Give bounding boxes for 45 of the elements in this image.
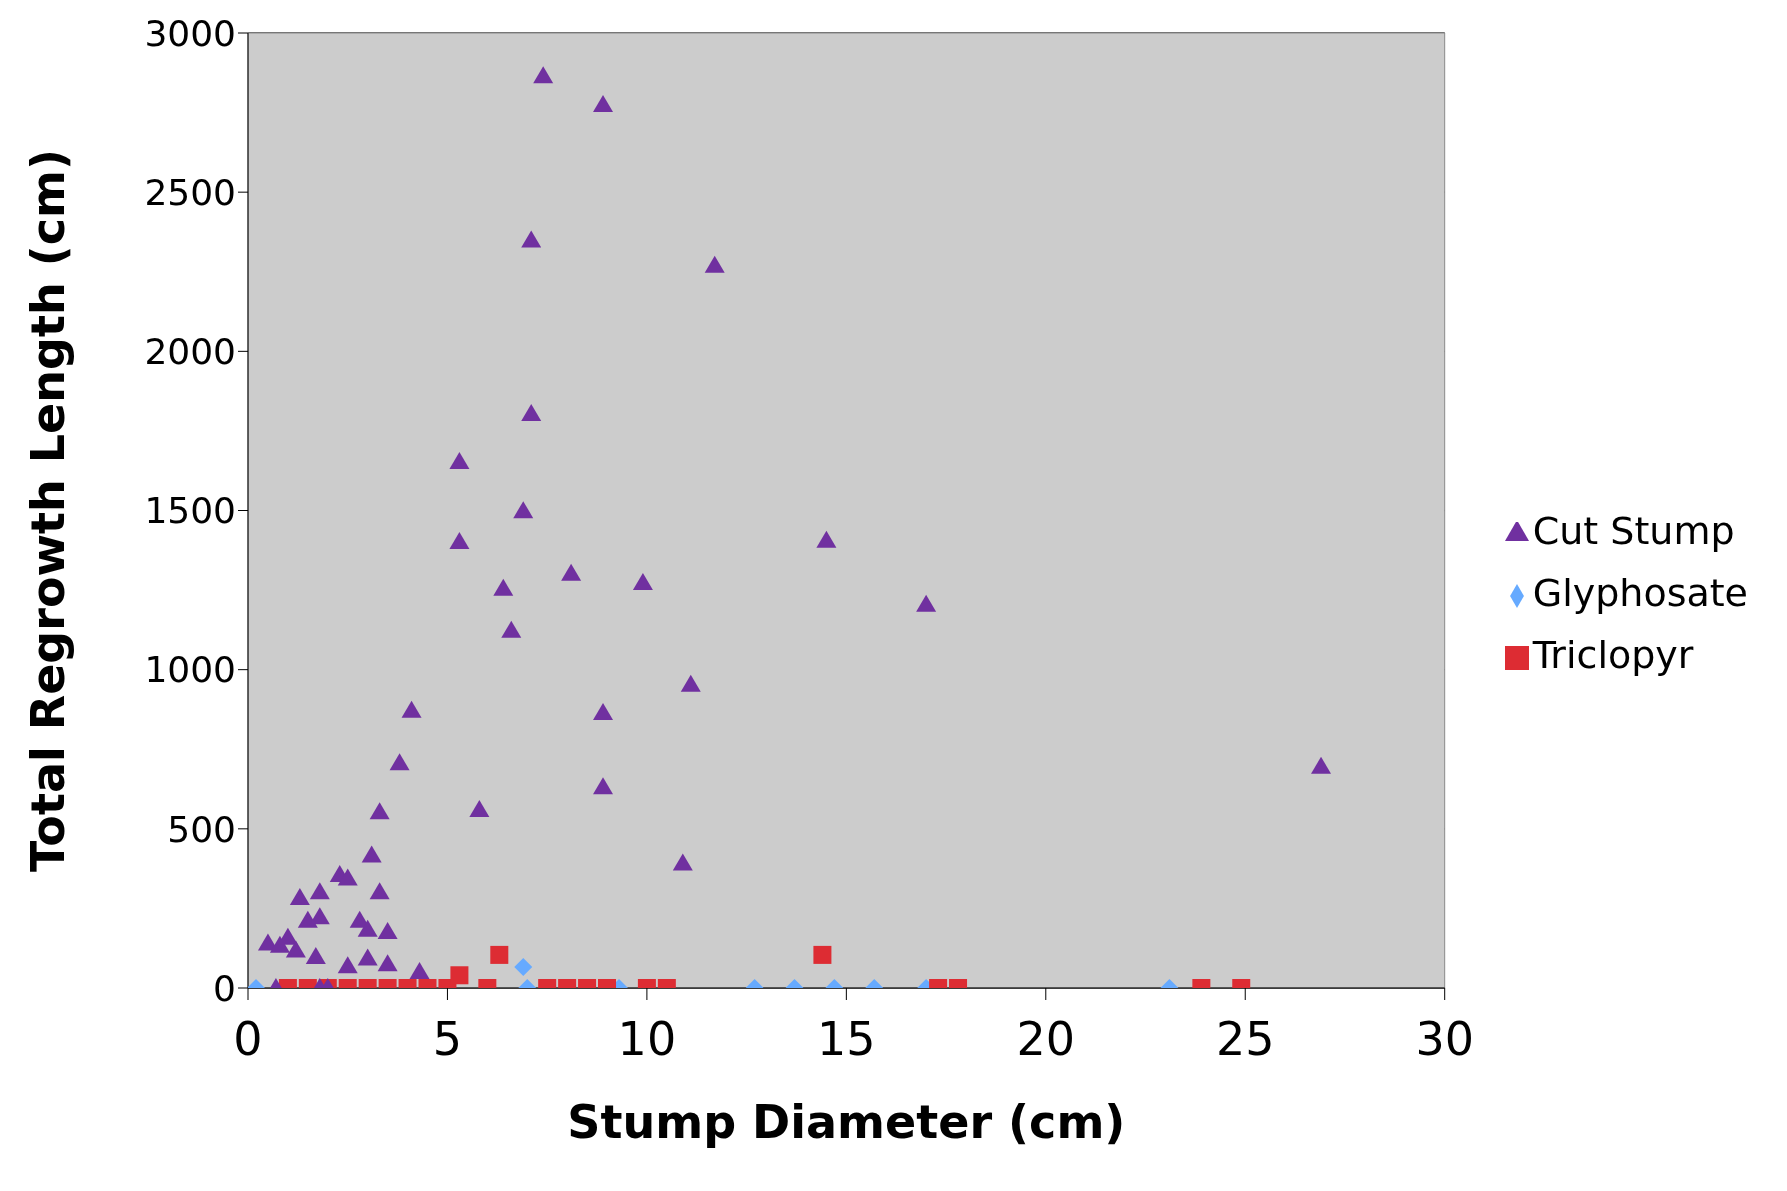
point <box>501 620 522 638</box>
point <box>377 921 398 939</box>
point <box>361 845 382 863</box>
point <box>816 530 837 548</box>
point <box>513 501 534 519</box>
point <box>289 887 310 905</box>
legend-label: Cut Stump <box>1532 509 1735 553</box>
y-tick-label: 2500 <box>144 171 236 213</box>
y-tick-label: 1000 <box>144 649 236 691</box>
point <box>593 777 614 795</box>
legend-label: Triclopyr <box>1532 633 1694 677</box>
point <box>401 700 422 718</box>
point <box>389 753 410 771</box>
point <box>672 853 693 871</box>
point <box>521 230 542 248</box>
point <box>632 573 653 591</box>
point <box>680 674 701 692</box>
point <box>916 594 937 612</box>
y-tick-label: 0 <box>213 967 236 1009</box>
point <box>704 255 725 273</box>
point <box>337 868 358 886</box>
y-tick-label: 500 <box>167 808 236 850</box>
point <box>521 404 542 422</box>
point <box>561 563 582 581</box>
y-tick-label: 2000 <box>144 331 236 373</box>
y-tick-label: 1500 <box>144 490 236 532</box>
point <box>369 802 390 820</box>
point <box>493 578 514 596</box>
y-tick-label: 3000 <box>144 12 236 54</box>
point <box>469 800 490 818</box>
x-axis-title: Stump Diameter (cm) <box>567 1095 1126 1149</box>
x-tick-label: 20 <box>1016 1011 1076 1066</box>
point <box>449 452 470 470</box>
x-tick-label: 25 <box>1215 1011 1275 1066</box>
point <box>449 532 470 550</box>
point <box>1311 756 1332 774</box>
x-tick-label: 15 <box>817 1011 876 1066</box>
point <box>593 702 614 720</box>
point <box>357 919 378 937</box>
x-tick-label: 10 <box>617 1011 677 1066</box>
legend-label: Glyphosate <box>1532 571 1748 615</box>
y-axis-title: Total Regrowth Length (cm) <box>21 149 76 872</box>
point <box>297 910 318 928</box>
x-tick-label: 30 <box>1415 1011 1474 1066</box>
x-tick-label: 5 <box>432 1011 463 1066</box>
